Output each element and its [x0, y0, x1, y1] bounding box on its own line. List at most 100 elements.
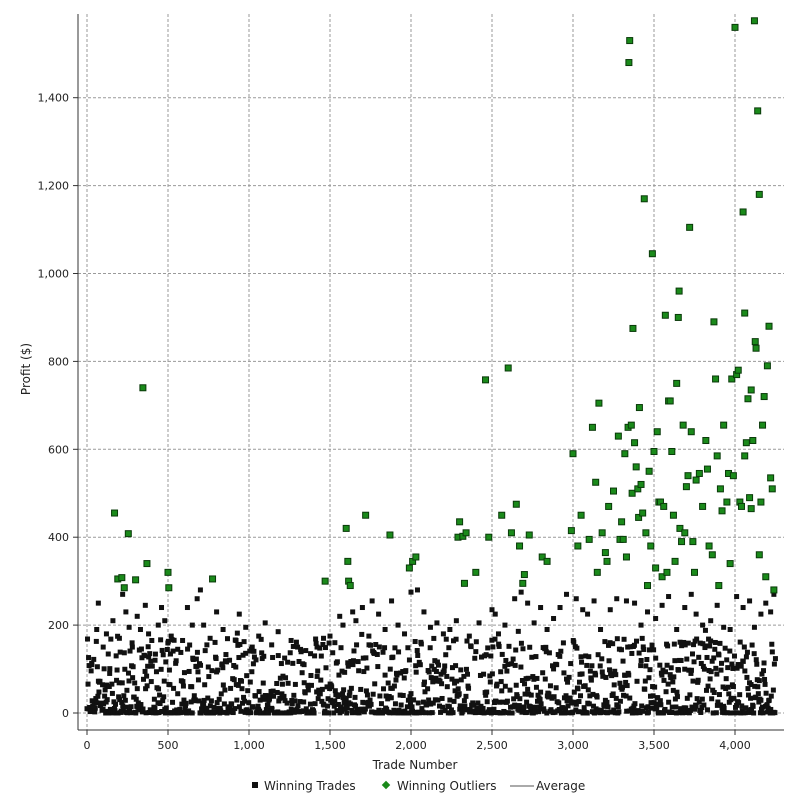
winning-trade-point-44: [288, 637, 294, 643]
winning-outlier-point-0: [111, 509, 119, 517]
winning-trade-point-173: [113, 701, 119, 707]
winning-trade-point-150: [101, 701, 107, 707]
winning-trade-point-190: [121, 650, 127, 656]
winning-outlier-point-152: [723, 498, 731, 506]
winning-trade-point-1445: [772, 710, 778, 716]
winning-trade-point-70: [447, 626, 453, 632]
winning-trade-point-1278: [685, 640, 691, 646]
winning-trade-point-1306: [700, 641, 706, 647]
winning-trade-point-301: [179, 701, 185, 707]
winning-trade-point-78: [512, 596, 518, 602]
winning-trade-point-162: [107, 666, 113, 672]
winning-trade-point-972: [527, 644, 533, 650]
winning-trade-point-869: [473, 639, 479, 645]
winning-trade-point-1365: [730, 684, 736, 690]
winning-trade-point-795: [435, 697, 441, 703]
winning-trade-point-1174: [631, 642, 637, 648]
winning-outlier-point-45: [592, 478, 600, 486]
winning-outlier-point-50: [603, 557, 611, 565]
winning-trade-point-18: [152, 657, 158, 663]
winning-outlier-point-150: [747, 505, 755, 513]
winning-trade-point-943: [512, 702, 518, 708]
winning-trade-point-1130: [609, 673, 615, 679]
winning-trade-point-387: [223, 659, 229, 665]
winning-trade-point-1042: [563, 693, 569, 699]
winning-trade-point-1169: [629, 650, 635, 656]
winning-trade-point-534: [300, 661, 306, 667]
winning-trade-point-143: [97, 678, 103, 684]
winning-trade-point-178: [115, 710, 121, 716]
winning-trade-point-783: [429, 663, 435, 669]
winning-trade-point-1294: [694, 636, 700, 642]
winning-trade-point-1207: [649, 705, 655, 711]
winning-outlier-point-116: [716, 485, 724, 493]
winning-outlier-point-37: [538, 553, 546, 561]
winning-trade-point-272: [164, 710, 170, 716]
winning-trade-point-638: [354, 642, 360, 648]
winning-trade-point-237: [146, 654, 152, 660]
winning-trade-point-1439: [769, 641, 775, 647]
winning-trade-point-615: [342, 669, 348, 675]
winning-trade-point-88: [580, 607, 586, 613]
winning-trade-point-1314: [704, 654, 710, 660]
winning-trade-point-160: [106, 710, 112, 716]
winning-trade-point-1252: [672, 658, 678, 664]
winning-trade-point-273: [164, 646, 170, 652]
winning-trade-point-52: [337, 613, 343, 619]
winning-outlier-point-109: [703, 465, 711, 473]
winning-trade-point-395: [228, 685, 234, 691]
winning-outlier-point-7: [143, 560, 151, 568]
winning-trade-point-1408: [753, 694, 759, 700]
winning-trade-point-1350: [723, 685, 729, 691]
winning-outlier-point-147: [768, 485, 776, 493]
winning-trade-point-1154: [621, 636, 627, 642]
winning-trade-point-177: [115, 633, 121, 639]
winning-trade-point-1299: [696, 699, 702, 705]
winning-trade-point-1041: [562, 706, 568, 712]
winning-trade-point-408: [234, 630, 240, 636]
winning-outlier-point-26: [472, 568, 480, 576]
winning-outlier-point-24: [460, 579, 468, 587]
winning-trade-point-928: [504, 668, 510, 674]
winning-trade-point-948: [514, 694, 520, 700]
winning-outlier-point-11: [321, 577, 329, 585]
winning-outlier-point-145: [765, 322, 773, 330]
winning-trade-point-1362: [729, 661, 735, 667]
winning-trade-point-571: [319, 698, 325, 704]
winning-trade-point-264: [160, 698, 166, 704]
winning-outlier-point-101: [686, 223, 694, 231]
x-axis-ticks: 0 500 1,000 1,500 2,000 2,500 3,000 3,500 4,000: [84, 730, 751, 752]
winning-trade-point-505: [285, 659, 291, 665]
winning-trade-point-1134: [611, 707, 617, 713]
winning-trade-point-779: [427, 710, 433, 716]
winning-trade-point-584: [326, 710, 332, 716]
winning-trade-point-1009: [546, 691, 552, 697]
winning-trade-point-1002: [542, 676, 548, 682]
winning-trade-point-888: [483, 652, 489, 658]
winning-trade-point-393: [227, 704, 233, 710]
winning-trade-point-728: [400, 692, 406, 698]
winning-trade-point-1158: [623, 693, 629, 699]
winning-trade-point-233: [144, 673, 150, 679]
winning-trade-point-670: [370, 691, 376, 697]
winning-trade-point-839: [458, 667, 464, 673]
winning-trade-point-573: [320, 641, 326, 647]
winning-outlier-point-89: [668, 447, 676, 455]
winning-trade-point-1315: [705, 707, 711, 713]
winning-trade-point-653: [361, 709, 367, 715]
winning-outlier-point-90: [669, 511, 677, 519]
winning-trade-point-828: [452, 688, 458, 694]
winning-outlier-point-9: [165, 584, 173, 592]
winning-trade-point-522: [293, 639, 299, 645]
winning-trade-point-1156: [622, 672, 628, 678]
winning-trade-point-1390: [743, 654, 749, 660]
winning-trade-point-686: [378, 701, 384, 707]
winning-trade-point-789: [432, 658, 438, 664]
winning-trade-point-1377: [737, 692, 743, 698]
x-tick-label-6: 3,000: [557, 739, 589, 752]
winning-trade-point-842: [459, 709, 465, 715]
winning-trade-point-790: [432, 697, 438, 703]
winning-trade-point-722: [397, 692, 403, 698]
winning-trade-point-622: [345, 663, 351, 669]
winning-trade-point-62: [395, 622, 401, 628]
